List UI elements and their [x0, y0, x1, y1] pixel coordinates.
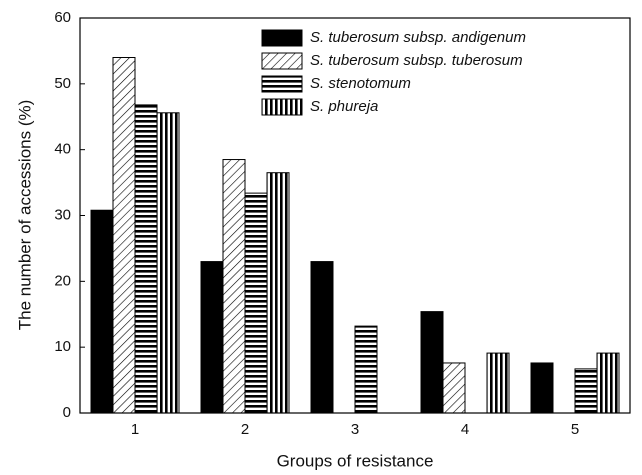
bar — [90, 209, 114, 414]
y-tick-label: 20 — [54, 272, 71, 289]
bar — [310, 261, 334, 414]
y-tick-label: 30 — [54, 206, 71, 223]
x-tick-label: 2 — [241, 421, 249, 438]
legend-label: S. phureja — [310, 98, 378, 115]
bar — [200, 261, 224, 414]
legend-swatch — [261, 29, 303, 47]
bar — [486, 352, 510, 414]
y-tick-label: 60 — [54, 9, 71, 26]
x-tick-label: 3 — [351, 421, 359, 438]
y-tick-label: 0 — [63, 404, 71, 421]
legend-swatch — [261, 98, 303, 116]
legend-label: S. tuberosum subsp. tuberosum — [310, 52, 523, 69]
bar — [354, 325, 378, 414]
bar — [596, 352, 620, 414]
bar — [530, 362, 554, 414]
bar — [156, 112, 180, 414]
legend-swatch — [261, 52, 303, 70]
bar — [420, 311, 444, 414]
legend-swatch — [261, 75, 303, 93]
bar — [222, 159, 246, 414]
bar — [134, 104, 158, 414]
plot-frame — [79, 17, 631, 414]
x-tick-label: 1 — [131, 421, 139, 438]
y-tick-label: 10 — [54, 338, 71, 355]
y-axis-title: The number of accessions (%) — [15, 100, 34, 331]
bar — [244, 192, 268, 414]
bar — [574, 368, 598, 414]
bar — [112, 57, 136, 414]
x-tick-label: 5 — [571, 421, 579, 438]
legend-label: S. stenotomum — [310, 75, 411, 92]
bar — [442, 362, 466, 414]
legend-label: S. tuberosum subsp. andigenum — [310, 29, 526, 46]
x-axis-title: Groups of resistance — [277, 451, 434, 470]
x-tick-label: 4 — [461, 421, 469, 438]
y-tick-label: 50 — [54, 75, 71, 92]
bar — [266, 172, 290, 414]
y-tick-label: 40 — [54, 141, 71, 158]
